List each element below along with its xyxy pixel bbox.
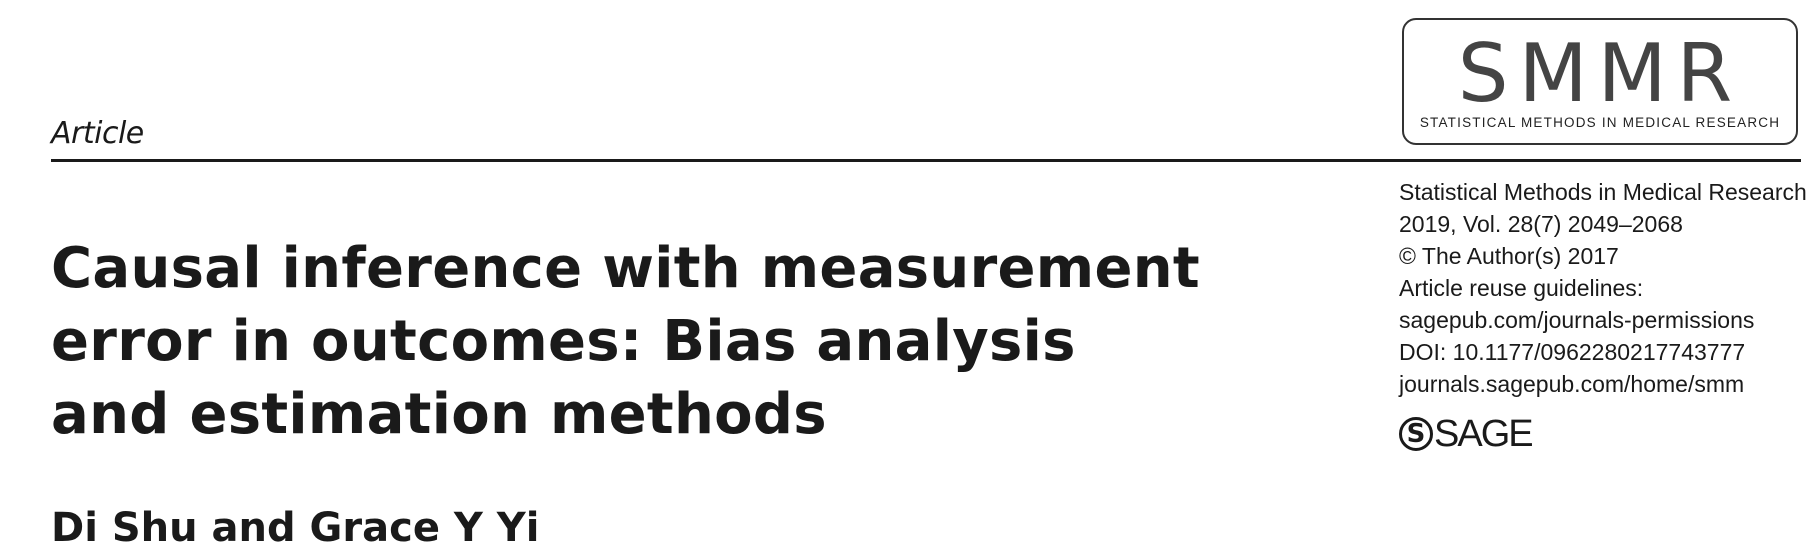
permissions-link[interactable]: sagepub.com/journals-permissions [1399,307,1755,333]
article-title-line: Causal inference with measurement [51,236,1200,301]
journal-logo: SMMR STATISTICAL METHODS IN MEDICAL RESE… [1402,18,1798,145]
doi[interactable]: DOI: 10.1177/0962280217743777 [1399,339,1746,365]
sage-mark-icon: S [1399,417,1433,451]
journal-logo-abbreviation: SMMR [1457,27,1743,120]
journal-metadata: Statistical Methods in Medical Research … [1399,176,1807,400]
article-title-line: error in outcomes: Bias analysis [51,309,1076,374]
journal-name: Statistical Methods in Medical Research [1399,179,1807,205]
volume-info: 2019, Vol. 28(7) 2049–2068 [1399,211,1683,237]
copyright-notice: © The Author(s) 2017 [1399,243,1619,269]
article-title-line: and estimation methods [51,382,827,447]
article-title: Causal inference with measurement error … [51,232,1271,451]
journal-logo-full-name: STATISTICAL METHODS IN MEDICAL RESEARCH [1419,115,1781,130]
header-rule [51,159,1801,162]
sage-wordmark: SAGE [1434,413,1534,455]
section-label: Article [51,116,144,151]
journal-homepage-link[interactable]: journals.sagepub.com/home/smm [1399,371,1745,397]
reuse-guidelines-label: Article reuse guidelines: [1399,275,1644,301]
authors: Di Shu and Grace Y Yi [51,505,540,551]
publisher-logo: S SAGE [1399,412,1534,456]
